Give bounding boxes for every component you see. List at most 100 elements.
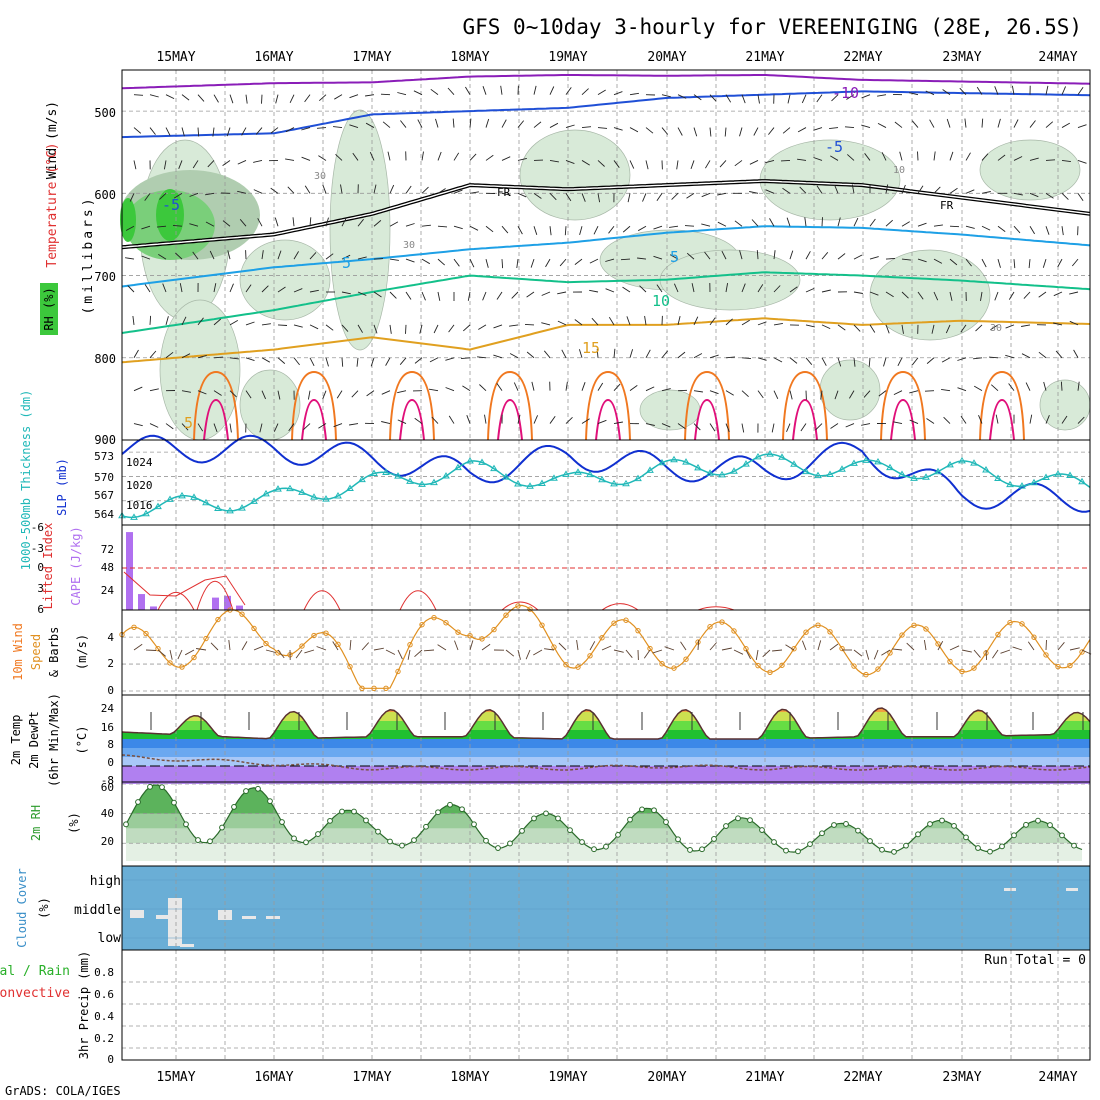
- rh-marker: [1011, 832, 1017, 839]
- rh2m-unit: (%): [67, 812, 81, 834]
- wind-barb: [1061, 193, 1069, 200]
- wind-barb: [149, 127, 156, 135]
- wind-barb: [574, 258, 583, 265]
- surface-heating-contour-inner: [399, 398, 425, 441]
- panel-frames: [121, 69, 1091, 1061]
- rh-marker: [543, 810, 549, 817]
- wind-barb: [462, 324, 471, 332]
- wind-barb: [725, 390, 734, 396]
- wind-speed-marker: [599, 635, 605, 641]
- wind-barb: [787, 94, 791, 104]
- precip-panel-frame: [121, 949, 1091, 1061]
- wind-barb: [965, 189, 975, 194]
- wind-barb: [1045, 226, 1050, 235]
- wind-barb-10m: [228, 640, 231, 651]
- rh-marker: [975, 845, 981, 851]
- wind-barb: [340, 184, 343, 194]
- wind-barb: [837, 357, 842, 367]
- wind-barb-10m: [241, 641, 248, 651]
- wind-barb: [917, 222, 927, 227]
- rh-marker: [1035, 817, 1041, 824]
- wind-speed-marker: [575, 664, 581, 670]
- wind-barb: [821, 252, 829, 260]
- wind-barb: [690, 160, 695, 170]
- wind-speed-marker: [587, 653, 593, 659]
- wind-barb-10m: [1000, 649, 1011, 654]
- wind-barb: [981, 191, 991, 194]
- wind-barb: [545, 258, 551, 268]
- wind-barb: [693, 353, 703, 359]
- wind-barb: [800, 423, 807, 432]
- wind-barb: [933, 151, 936, 161]
- thickness-marker: [214, 504, 222, 512]
- wind-barb-10m: [801, 640, 807, 651]
- wind-speed-marker: [707, 624, 713, 630]
- wind-speed-marker: [779, 662, 785, 668]
- wind-barb: [741, 319, 750, 326]
- temperature-contour-line: [121, 317, 1091, 364]
- rh-marker: [267, 798, 273, 805]
- wind-barb: [181, 353, 191, 359]
- wind-barb: [341, 217, 347, 227]
- rh-marker: [399, 842, 405, 849]
- wind-barb: [725, 423, 730, 433]
- wind-speed-marker: [683, 656, 689, 662]
- wind-barb: [639, 285, 647, 293]
- cloud-level-label: low: [98, 931, 122, 946]
- wind-barb-10m: [157, 649, 166, 657]
- wind-barb: [501, 192, 511, 196]
- wind-barb: [405, 223, 415, 227]
- thickness-marker: [1030, 478, 1038, 486]
- wind-barb: [976, 86, 983, 95]
- wind-barb: [830, 155, 839, 161]
- wind-barb: [596, 348, 599, 358]
- rh-marker: [1023, 821, 1029, 828]
- wind-barb: [1038, 351, 1047, 359]
- slp-line: [121, 434, 1091, 513]
- rh-marker: [627, 816, 633, 823]
- rh-marker: [663, 819, 669, 825]
- wind-barb: [765, 160, 775, 164]
- y-tick-label: 8: [107, 738, 114, 751]
- wind-speed-marker: [323, 630, 329, 636]
- wind10-ylabel-3: & Barbs: [47, 627, 61, 678]
- wind-barb: [724, 127, 727, 137]
- wind-barb: [1042, 258, 1047, 268]
- rh-marker: [447, 801, 453, 808]
- wind-barb: [373, 291, 382, 298]
- wind-barb: [429, 388, 439, 392]
- y-tick-label: 60: [101, 781, 114, 794]
- contour-labels: -10 -5 -5 FR FR 5 5 10 15 5 30 30 30 10: [162, 84, 1002, 432]
- wind-barb: [293, 324, 303, 328]
- wind-barb: [949, 258, 958, 266]
- wind-barb: [565, 381, 568, 391]
- wind-barb: [229, 390, 237, 398]
- wind10-ticks: 4 2 0: [107, 631, 114, 697]
- wind-barb: [133, 160, 137, 170]
- wind-barb: [381, 390, 391, 395]
- y-tick-label: 4: [107, 631, 114, 644]
- wind-barb: [325, 357, 329, 367]
- wind-barb-10m: [533, 649, 543, 656]
- wind-barb: [1021, 353, 1031, 359]
- temp2m-ticks: 24 16 8 0 -8: [101, 702, 115, 787]
- wind-barb: [885, 291, 894, 298]
- wind-barb: [975, 324, 983, 332]
- wind-barb: [405, 185, 412, 194]
- wind-barb: [991, 384, 999, 392]
- temp-band: [122, 757, 1090, 766]
- wind-barb: [849, 390, 855, 399]
- wind-barb: [701, 223, 711, 227]
- thickness-marker: [958, 456, 966, 464]
- wind-barb: [861, 423, 871, 426]
- wind-barb: [909, 92, 919, 96]
- thickness-marker: [706, 469, 714, 476]
- rh-marker: [1071, 842, 1077, 849]
- wind-barb-10m: [652, 649, 663, 654]
- precip-ylabel-3: 3hr Precip (mm): [77, 951, 91, 1059]
- wind-barb: [734, 160, 743, 167]
- wind-barb: [885, 219, 894, 227]
- rh-contour-label-10: 10: [893, 165, 905, 176]
- wind-barb: [357, 324, 363, 333]
- wind-barb: [597, 89, 606, 96]
